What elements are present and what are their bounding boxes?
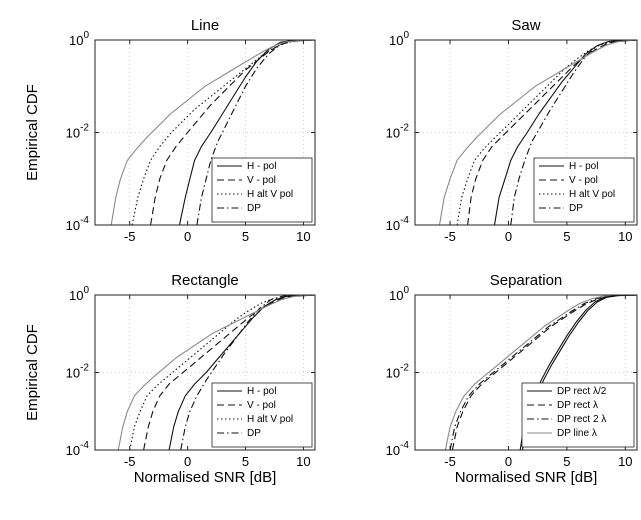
- legend-label: DP rect λ/2: [557, 386, 607, 397]
- chart-title: Saw: [511, 17, 540, 34]
- y-tick-label: 10-4: [386, 440, 410, 458]
- y-tick-label: 10-2: [386, 363, 410, 381]
- x-tick-label: 5: [242, 229, 249, 244]
- series-line-3: [510, 39, 638, 226]
- series-line-1: [467, 39, 638, 226]
- series-line-3: [180, 294, 316, 451]
- legend-box: [211, 157, 313, 223]
- x-tick-label: 0: [505, 454, 512, 469]
- chart-panel-3: -5 0 5 10 10-4 10-2 100 Separation Normalised SN…: [386, 272, 638, 486]
- chart-title: Rectangle: [171, 272, 239, 289]
- x-tick-label: 5: [563, 454, 570, 469]
- legend: DP rect λ/2 DP rect λ DP rect 2 λ DP line λ: [521, 382, 635, 448]
- series-line-0: [168, 294, 316, 451]
- y-axis-label: Empirical CDF: [24, 84, 41, 181]
- y-tick-label: 100: [69, 30, 89, 48]
- legend: H - pol V - pol H alt V pol DP: [211, 157, 313, 223]
- legend-label: V - pol: [247, 400, 276, 411]
- legend-label: DP rect λ: [557, 400, 598, 411]
- legend-label: H alt V pol: [247, 414, 293, 425]
- legend-label: DP line λ: [557, 428, 597, 439]
- y-tick-label: 10-2: [66, 363, 90, 381]
- series-line-3: [196, 39, 316, 226]
- series-line-4: [117, 294, 316, 451]
- chart-title: Separation: [490, 272, 563, 289]
- x-axis-label: Normalised SNR [dB]: [134, 469, 277, 486]
- legend-label: DP rect 2 λ: [557, 414, 606, 425]
- series-line-0: [493, 39, 638, 226]
- series-line-2: [449, 294, 638, 451]
- legend: H - pol V - pol H alt V pol DP: [211, 382, 313, 448]
- legend-label: V - pol: [247, 175, 276, 186]
- legend-label: DP: [569, 203, 583, 214]
- y-tick-label: 10-4: [386, 215, 410, 233]
- y-tick-label: 100: [389, 30, 409, 48]
- x-tick-label: 5: [242, 454, 249, 469]
- x-tick-label: 0: [505, 229, 512, 244]
- y-tick-label: 10-2: [66, 123, 90, 141]
- legend-label: DP: [247, 428, 261, 439]
- series-line-3: [444, 294, 638, 451]
- legend-label: DP: [247, 203, 261, 214]
- x-tick-label: 10: [296, 454, 310, 469]
- x-tick-label: 10: [296, 229, 310, 244]
- x-axis-label: Normalised SNR [dB]: [455, 469, 598, 486]
- legend-label: H - pol: [569, 161, 598, 172]
- x-tick-label: 0: [184, 454, 191, 469]
- x-tick-label: 10: [618, 454, 632, 469]
- legend-box: [533, 157, 635, 223]
- series-line-4: [438, 39, 638, 226]
- chart-panel-1: -5 0 5 10 10-4 10-2 100 Saw H - pol V - pol H alt …: [386, 17, 638, 244]
- y-tick-label: 10-4: [66, 215, 90, 233]
- series-line-2: [131, 39, 316, 226]
- y-tick-label: 100: [69, 285, 89, 303]
- y-tick-label: 10-2: [386, 123, 410, 141]
- y-tick-label: 100: [389, 285, 409, 303]
- chart-title: Line: [191, 17, 219, 34]
- legend-label: V - pol: [569, 175, 598, 186]
- legend-label: H - pol: [247, 161, 276, 172]
- series-line-1: [143, 294, 316, 451]
- x-tick-label: -5: [124, 454, 136, 469]
- legend: H - pol V - pol H alt V pol DP: [533, 157, 635, 223]
- series-line-4: [110, 39, 316, 226]
- legend-label: H alt V pol: [247, 189, 293, 200]
- chart-panel-2: -5 0 5 10 10-4 10-2 100 Rectangle Empirical CDF N…: [24, 272, 316, 486]
- x-tick-label: 0: [184, 229, 191, 244]
- y-tick-label: 10-4: [66, 440, 90, 458]
- chart-panel-0: -5 0 5 10 10-4 10-2 100 Line Empirical CDF H - po…: [24, 17, 316, 244]
- x-tick-label: 10: [618, 229, 632, 244]
- legend-box: [521, 382, 635, 448]
- y-axis-label: Empirical CDF: [24, 324, 41, 421]
- legend-label: H alt V pol: [569, 189, 615, 200]
- x-tick-label: -5: [444, 454, 456, 469]
- series-line-0: [178, 39, 315, 226]
- legend-label: H - pol: [247, 386, 276, 397]
- x-tick-label: 5: [563, 229, 570, 244]
- legend-box: [211, 382, 313, 448]
- x-tick-label: -5: [444, 229, 456, 244]
- x-tick-label: -5: [124, 229, 136, 244]
